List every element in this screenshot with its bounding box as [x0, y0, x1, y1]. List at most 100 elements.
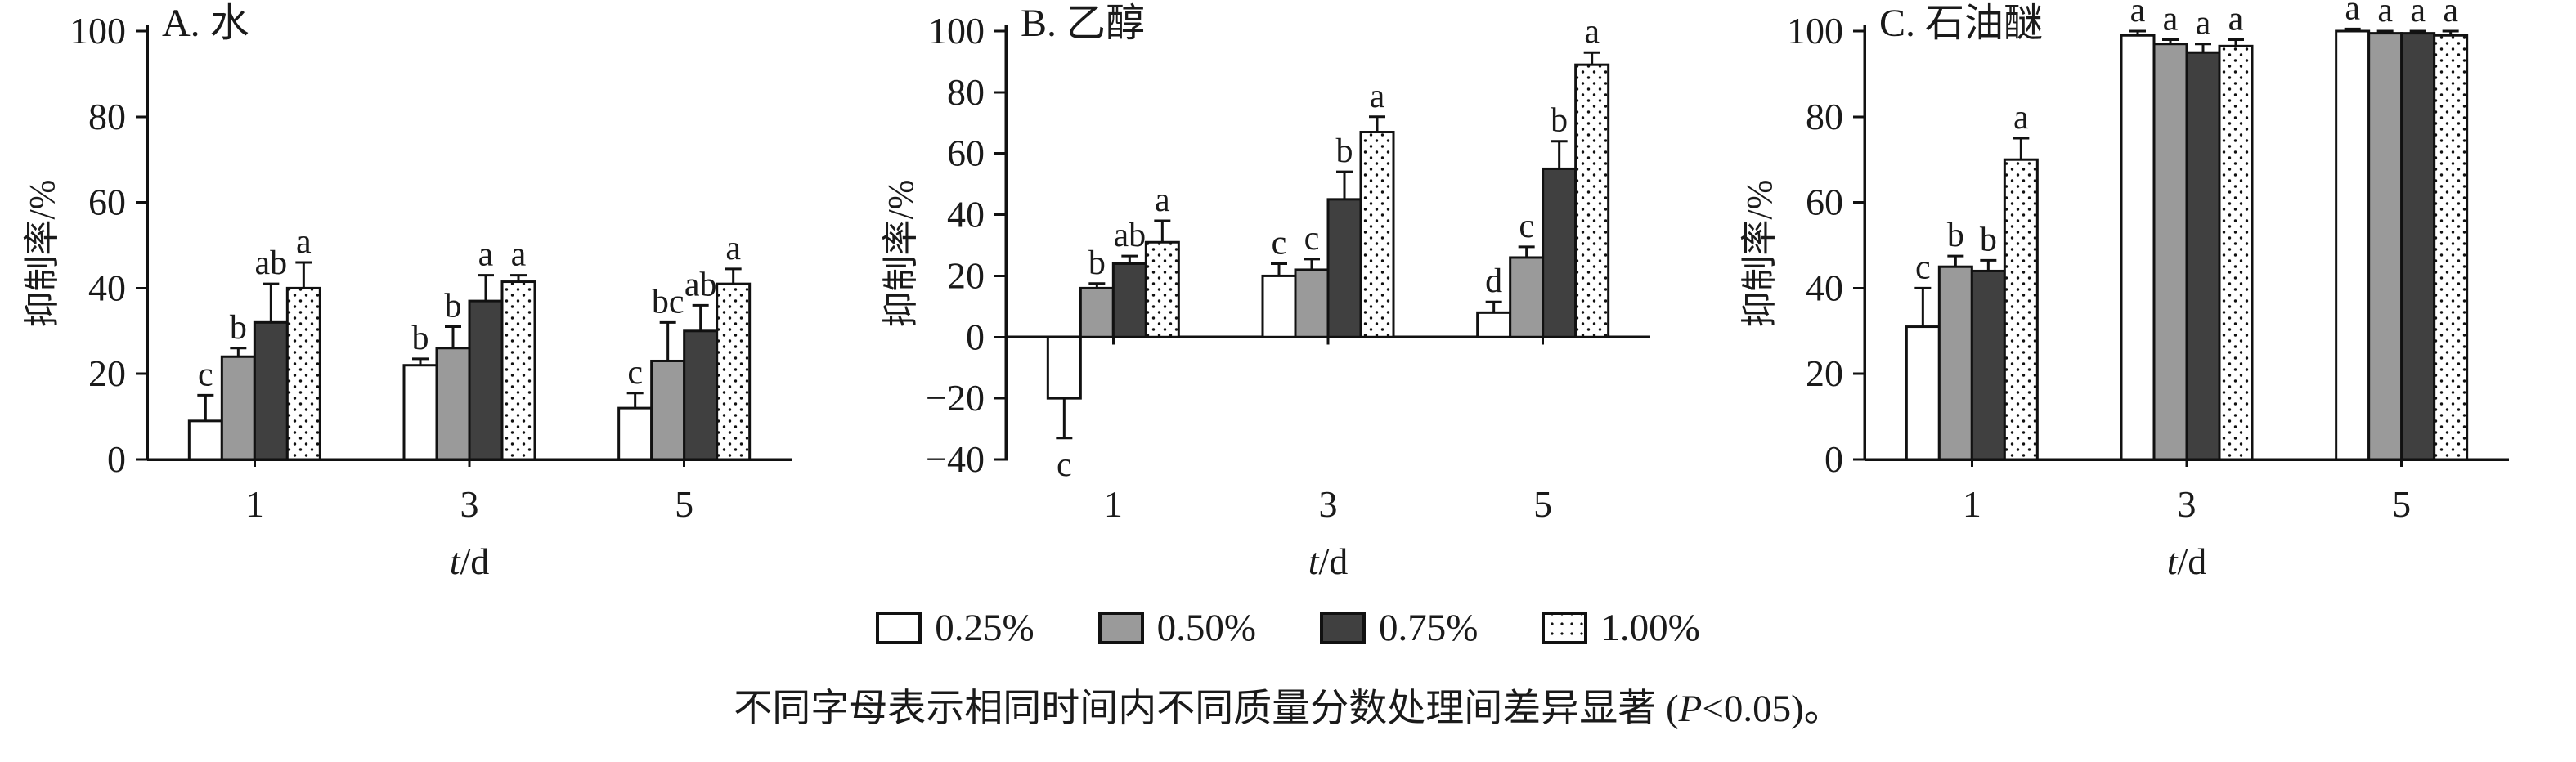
bar	[1542, 167, 1577, 338]
x-axis: 1 3 5	[1865, 458, 2509, 525]
sig-letter: b	[445, 288, 462, 325]
sig-letter: a	[2410, 0, 2426, 29]
sig-letter: a	[2163, 0, 2179, 38]
sig-letter: ab	[255, 244, 288, 282]
legend-label-050: 0.50%	[1156, 606, 1256, 649]
bar	[1970, 269, 2006, 461]
sig-letter: bc	[652, 283, 684, 320]
sig-letter: c	[1304, 220, 1320, 258]
bar	[2218, 44, 2254, 461]
x-axis: 1 3 5	[147, 458, 792, 525]
y-tick-label: 80	[88, 96, 126, 137]
bar	[435, 347, 471, 461]
sig-letter: c	[1915, 249, 1931, 286]
caption-p-italic: P	[1678, 688, 1703, 730]
y-tick-label: 40	[88, 267, 126, 308]
sig-letter: a	[296, 223, 312, 261]
sig-letter: a	[2013, 99, 2029, 137]
caption-text-after: <0.05)。	[1702, 688, 1842, 730]
y-tick-label: 0	[107, 438, 126, 480]
legend-item-050: 0.50%	[1097, 606, 1256, 649]
chart-panel-ethanol: B. 乙醇 −40 −20 0 20 40 60 80 100 抑制率/% 1 3 5 t/d c c d b c c…	[859, 0, 1717, 585]
x-tick-label: 1	[1104, 483, 1123, 525]
y-axis: −40 −20 0 20 40 60 80 100	[926, 10, 1008, 480]
bars: ca aba aba aaa a	[1905, 0, 2469, 461]
y-tick-label: 100	[1787, 10, 1843, 52]
chart-panel-petroleum-ether: C. 石油醚 0 20 40 60 80 100 抑制率/% 1 3 5 t/d c a a b a a b a a a a…	[1717, 0, 2576, 585]
bar	[650, 359, 686, 461]
y-tick-label: 100	[70, 10, 126, 52]
legend-label-075: 0.75%	[1379, 606, 1479, 649]
sig-letter: c	[1057, 446, 1072, 484]
y-axis: 0 20 40 60 80 100	[70, 10, 149, 480]
x-tick-label: 5	[2392, 483, 2411, 525]
legend: 0.25% 0.50% 0.75% 1.00%	[0, 599, 2576, 657]
bar	[1111, 262, 1147, 338]
sig-letter: a	[2130, 0, 2146, 29]
sig-letter: a	[1370, 78, 1385, 115]
y-tick-label: 60	[1806, 182, 1843, 223]
x-tick-label: 3	[460, 483, 479, 525]
x-axis: 1 3 5	[1006, 335, 1650, 525]
bar	[617, 406, 653, 461]
sig-letter: d	[1485, 262, 1502, 300]
bar	[2367, 32, 2403, 461]
chart-title: B. 乙醇	[1021, 2, 1145, 45]
bar	[1261, 274, 1297, 338]
sig-letter: b	[1980, 221, 1997, 258]
y-tick-label: 20	[1806, 352, 1843, 394]
y-tick-label: 80	[1806, 96, 1843, 137]
sig-letter: c	[627, 354, 643, 392]
y-tick-label: 0	[1824, 438, 1843, 480]
bar	[2003, 158, 2039, 461]
figure-caption: 不同字母表示相同时间内不同质量分数处理间差异显著 (P<0.05)。	[0, 686, 2576, 732]
bar	[1509, 256, 1545, 338]
y-tick-label: 20	[88, 352, 126, 394]
legend-item-025: 0.25%	[876, 606, 1034, 649]
bar	[1574, 63, 1610, 338]
y-tick-label: 40	[947, 194, 985, 235]
sig-letter: b	[1088, 244, 1106, 282]
bar	[1046, 335, 1082, 400]
y-tick-label: 20	[947, 254, 985, 296]
sig-letter: a	[1584, 13, 1600, 51]
y-axis: 0 20 40 60 80 100	[1787, 10, 1866, 480]
y-tick-label: 100	[928, 10, 985, 52]
bar	[1937, 265, 1973, 461]
sig-letter: a	[511, 236, 527, 274]
bar	[253, 320, 289, 461]
x-tick-label: 1	[1963, 483, 1981, 525]
sig-letter: b	[1336, 132, 1353, 170]
bar	[1294, 268, 1330, 338]
bar	[2120, 34, 2156, 461]
y-axis-title: 抑制率/%	[1739, 180, 1779, 328]
x-tick-label: 3	[2178, 483, 2197, 525]
sig-letter: b	[412, 320, 429, 357]
bar	[1359, 131, 1395, 338]
sig-letter: a	[725, 230, 741, 267]
sig-letter: a	[2443, 0, 2458, 29]
chart-panel-water: A. 水 0 20 40 60 80 100 抑制率/% 1 3 5 t/d c b c b b bc ab a ab a…	[0, 0, 859, 585]
legend-swatch-075	[1320, 612, 1366, 644]
x-tick-label: 5	[675, 483, 693, 525]
sig-letter: a	[2377, 0, 2393, 29]
y-tick-label: 40	[1806, 267, 1843, 308]
x-tick-label: 3	[1319, 483, 1338, 525]
sig-letter: a	[1155, 182, 1170, 219]
x-tick-label: 1	[245, 483, 264, 525]
bar	[500, 280, 536, 461]
x-axis-title: t/d	[450, 540, 490, 582]
sig-letter: c	[1272, 224, 1287, 262]
bar	[2185, 51, 2221, 461]
caption-text-before: 不同字母表示相同时间内不同质量分数处理间差异显著 (	[734, 688, 1679, 730]
y-tick-label: 80	[947, 71, 985, 113]
bar	[468, 299, 504, 461]
x-axis-title: t/d	[2167, 540, 2207, 582]
bar	[1326, 198, 1362, 338]
legend-label-025: 0.25%	[935, 606, 1034, 649]
sig-letter: a	[478, 236, 494, 274]
